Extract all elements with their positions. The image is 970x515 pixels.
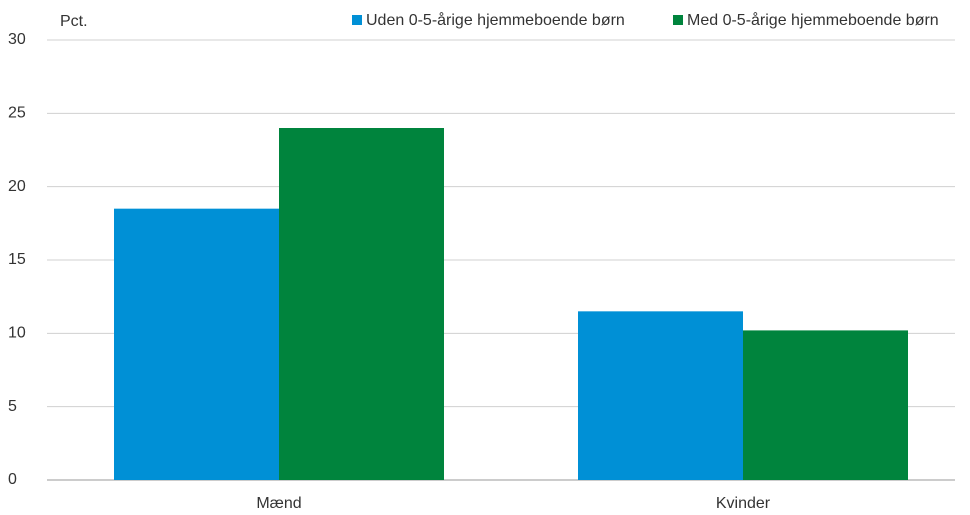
y-tick-label: 15 (8, 251, 26, 268)
bar (114, 208, 279, 480)
y-tick-label: 30 (8, 31, 26, 48)
bar (578, 311, 743, 480)
x-tick-label: Mænd (256, 495, 301, 512)
legend-swatch (352, 15, 362, 25)
y-tick-label: 20 (8, 178, 26, 195)
y-axis-label: Pct. (60, 13, 88, 30)
y-tick-label: 10 (8, 325, 26, 342)
x-tick-label: Kvinder (716, 495, 771, 512)
bar (743, 330, 908, 480)
y-tick-label: 0 (8, 471, 17, 488)
bar (279, 128, 444, 480)
y-tick-label: 25 (8, 105, 26, 122)
y-tick-label: 5 (8, 398, 17, 415)
legend-swatch (673, 15, 683, 25)
legend-label: Uden 0-5-årige hjemmeboende børn (366, 11, 625, 29)
legend-label: Med 0-5-årige hjemmeboende børn (687, 11, 939, 29)
